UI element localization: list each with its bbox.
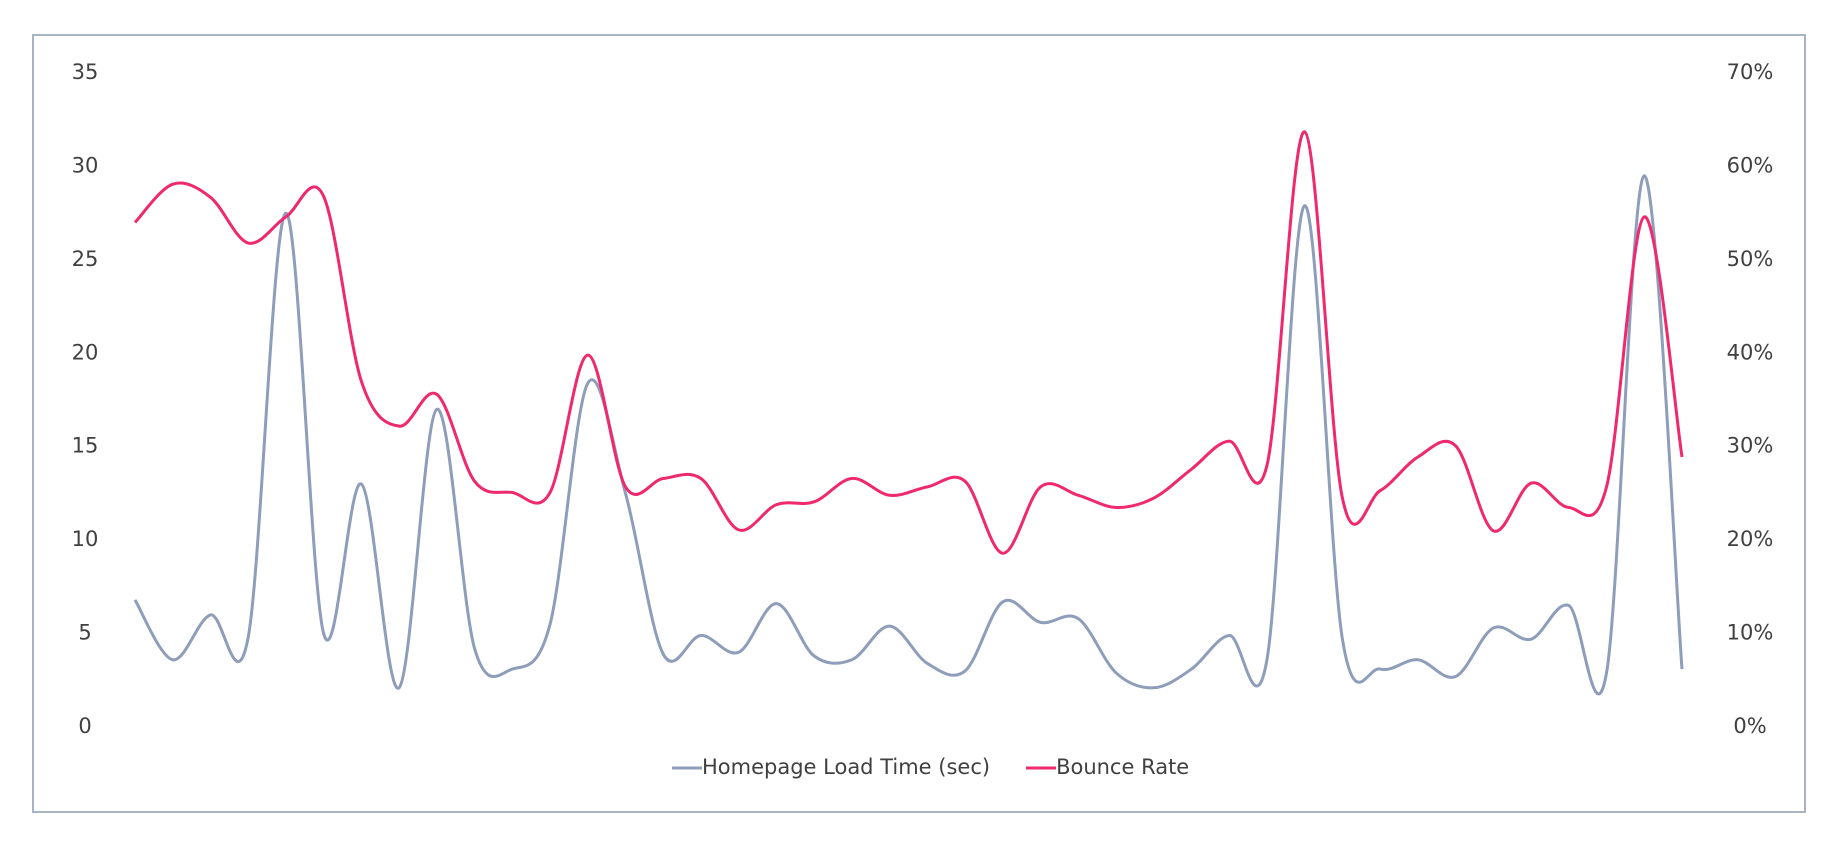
y-tick-label: 15 xyxy=(72,434,99,458)
y2-tick-label: 40% xyxy=(1727,340,1774,364)
chart-frame xyxy=(32,34,1806,813)
y2-tick-label: 10% xyxy=(1727,621,1774,645)
y-tick-label: 5 xyxy=(78,621,91,645)
y-tick-label: 25 xyxy=(72,247,99,271)
y-tick-label: 0 xyxy=(78,714,91,738)
legend: Homepage Load Time (sec) Bounce Rate xyxy=(672,755,1189,779)
y2-tick-label: 0% xyxy=(1733,714,1766,738)
y-tick-label: 35 xyxy=(72,60,99,84)
y2-tick-label: 20% xyxy=(1727,527,1774,551)
legend-label: Bounce Rate xyxy=(1056,755,1189,779)
y-tick-label: 10 xyxy=(72,527,99,551)
y-tick-label: 20 xyxy=(72,340,99,364)
legend-label: Homepage Load Time (sec) xyxy=(702,755,990,779)
y2-tick-label: 70% xyxy=(1727,60,1774,84)
series-line xyxy=(133,130,1684,555)
y2-tick-label: 60% xyxy=(1727,153,1774,177)
series-line xyxy=(133,174,1684,696)
y2-tick-label: 50% xyxy=(1727,247,1774,271)
y2-tick-label: 30% xyxy=(1727,434,1774,458)
y-tick-label: 30 xyxy=(72,153,99,177)
